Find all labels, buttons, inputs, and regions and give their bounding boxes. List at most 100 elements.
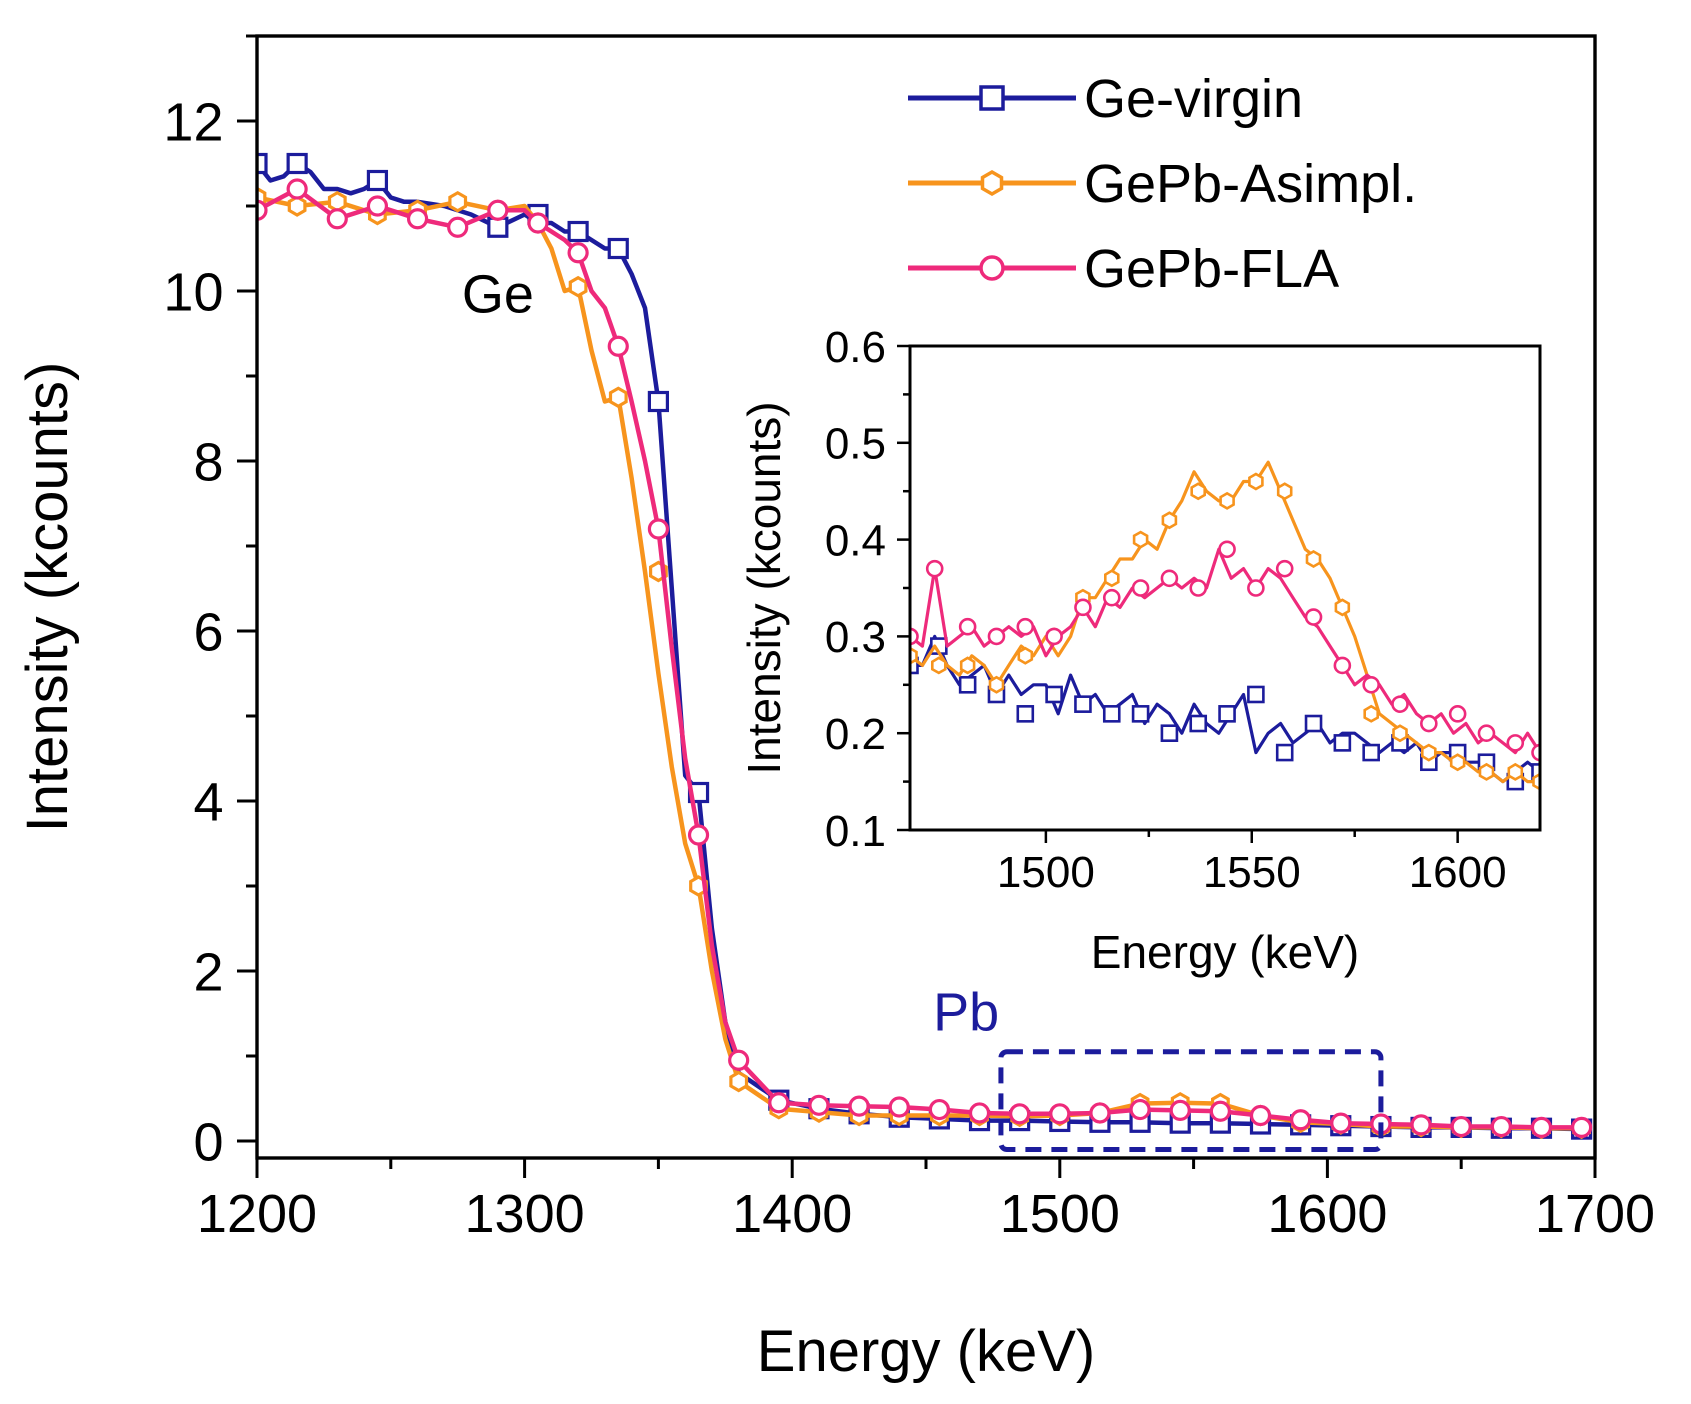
data-point-gepb-asimpl (448, 190, 468, 213)
data-point-gepb-fla (1330, 1112, 1352, 1134)
inset-plot-area (910, 460, 1540, 791)
inset-y-tick-label: 0.2 (825, 710, 886, 759)
data-point-gepb-fla (286, 178, 308, 200)
inset-data-point-ge-virgin (1304, 714, 1323, 733)
data-point-gepb-fla (326, 208, 348, 230)
legend-item-gepb-asimpl: GePb-Asimpl. (908, 154, 1417, 214)
inset-data-point-gepb-asimpl (1305, 550, 1322, 569)
inset-data-point-gepb-fla (1531, 743, 1540, 762)
inset-data-point-ge-virgin (1189, 714, 1208, 733)
inset-data-point-ge-virgin (1275, 743, 1294, 762)
data-point-gepb-asimpl (568, 275, 588, 298)
inset-data-point-gepb-fla (1304, 608, 1323, 626)
data-point-ge-virgin (567, 220, 589, 243)
legend-item-gepb-fla: GePb-FLA (908, 239, 1339, 299)
inset-data-point-ge-virgin (1160, 724, 1179, 743)
data-point-gepb-fla (366, 195, 389, 217)
inset-data-point-gepb-asimpl (1161, 511, 1178, 530)
inset-data-point-gepb-fla (1477, 724, 1496, 743)
data-point-gepb-fla (848, 1095, 870, 1117)
data-point-gepb-fla (1169, 1099, 1191, 1122)
inset-data-point-gepb-fla (1247, 579, 1265, 597)
inset-data-point-gepb-fla (910, 627, 919, 646)
data-point-gepb-fla (447, 216, 469, 238)
plot-frame (255, 34, 1597, 1160)
inset-data-point-gepb-fla (1131, 579, 1150, 597)
inset-data-point-gepb-fla (1074, 598, 1092, 617)
data-point-gepb-fla (808, 1094, 830, 1116)
inset-data-point-ge-virgin (1531, 763, 1540, 781)
inset-region-box (998, 1049, 1384, 1152)
y-tick-label: 4 (193, 772, 223, 832)
inset-plot-frame (908, 344, 1542, 832)
y-tick-label: 10 (163, 262, 223, 322)
inset-data-point-gepb-fla (958, 617, 977, 636)
data-point-gepb-fla (607, 335, 629, 357)
annotation-ge: Ge (462, 264, 534, 324)
inset-data-point-gepb-fla (1275, 559, 1294, 578)
inset-data-point-gepb-asimpl (1421, 743, 1437, 762)
inset-y-tick-label: 0.5 (825, 420, 886, 469)
y-tick-label: 0 (193, 1112, 223, 1172)
inset-data-point-ge-virgin (1218, 705, 1236, 723)
inset-data-point-gepb-asimpl (1248, 472, 1264, 491)
x-axis-label: Energy (keV) (757, 1319, 1095, 1384)
data-point-gepb-fla (567, 242, 589, 264)
y-tick-label: 6 (193, 602, 223, 662)
x-tick-label: 1500 (1000, 1184, 1120, 1244)
legend-item-ge-virgin: Ge-virgin (908, 69, 1303, 129)
inset-data-point-ge-virgin (1247, 685, 1265, 704)
inset-data-point-gepb-fla (1218, 540, 1236, 559)
inset-data-point-ge-virgin (1102, 705, 1121, 723)
inset-data-point-gepb-asimpl (1104, 569, 1120, 588)
inset-data-point-gepb-fla (1333, 656, 1352, 675)
data-point-ge-virgin (607, 237, 629, 260)
inset-data-point-gepb-asimpl (1449, 753, 1466, 772)
data-point-gepb-fla (728, 1049, 750, 1071)
inset-data-point-gepb-asimpl (1532, 772, 1540, 791)
inset-y-tick-label: 0.6 (825, 323, 886, 372)
inset-data-point-gepb-asimpl (1478, 762, 1495, 781)
inset-y-tick-label: 0.1 (825, 807, 886, 856)
inset-data-point-gepb-asimpl (1507, 762, 1524, 781)
inset-data-point-gepb-fla (987, 627, 1006, 646)
main-plot: 1200 1300 1400 1500 1600 1700 0 2 4 6 8 10 12 Energy … (15, 34, 1655, 1384)
series-line-gepb-fla (257, 186, 1582, 1130)
inset-data-point-gepb-fla (1160, 569, 1179, 588)
inset-data-point-gepb-asimpl (910, 646, 918, 665)
inset-data-point-ge-virgin (1074, 695, 1092, 713)
data-point-gepb-fla (687, 824, 710, 846)
x-tick-label: 1700 (1535, 1184, 1655, 1244)
plot-area (257, 152, 1593, 1140)
data-point-gepb-fla (1530, 1116, 1553, 1139)
inset-data-point-gepb-fla (1016, 617, 1035, 636)
x-tick-label: 1200 (197, 1184, 317, 1244)
data-point-gepb-fla (1009, 1103, 1031, 1125)
y-tick-label: 12 (163, 92, 223, 152)
inset-data-point-ge-virgin (1362, 743, 1380, 762)
data-point-gepb-fla (406, 208, 429, 230)
y-tick-label: 8 (193, 432, 223, 492)
inset-y-axis-label: Intensity (kcounts) (738, 401, 790, 774)
inset-data-point-gepb-fla (1362, 675, 1380, 694)
data-point-ge-virgin (366, 169, 389, 192)
annotation-pb: Pb (933, 983, 999, 1043)
data-point-gepb-fla (968, 1102, 991, 1124)
legend-marker-gepb-asimpl (980, 169, 1004, 197)
inset-y-tick-label: 0.4 (825, 516, 886, 565)
inset-data-point-gepb-asimpl (930, 656, 947, 675)
inset-data-point-gepb-asimpl (1219, 491, 1235, 510)
data-point-gepb-fla (1290, 1109, 1312, 1131)
data-point-gepb-fla (647, 518, 670, 540)
x-tick-label: 1300 (465, 1184, 585, 1244)
data-point-gepb-fla (1129, 1098, 1151, 1121)
inset-data-point-ge-virgin (1131, 705, 1150, 723)
inset-data-point-ge-virgin (1016, 705, 1035, 723)
data-point-ge-virgin (286, 152, 308, 175)
inset-data-point-gepb-asimpl (1363, 704, 1379, 723)
data-point-ge-virgin (257, 152, 268, 175)
data-point-gepb-fla (1490, 1115, 1512, 1138)
data-point-gepb-fla (1089, 1102, 1111, 1124)
data-point-gepb-asimpl (729, 1070, 749, 1093)
data-point-gepb-fla (1049, 1103, 1071, 1125)
